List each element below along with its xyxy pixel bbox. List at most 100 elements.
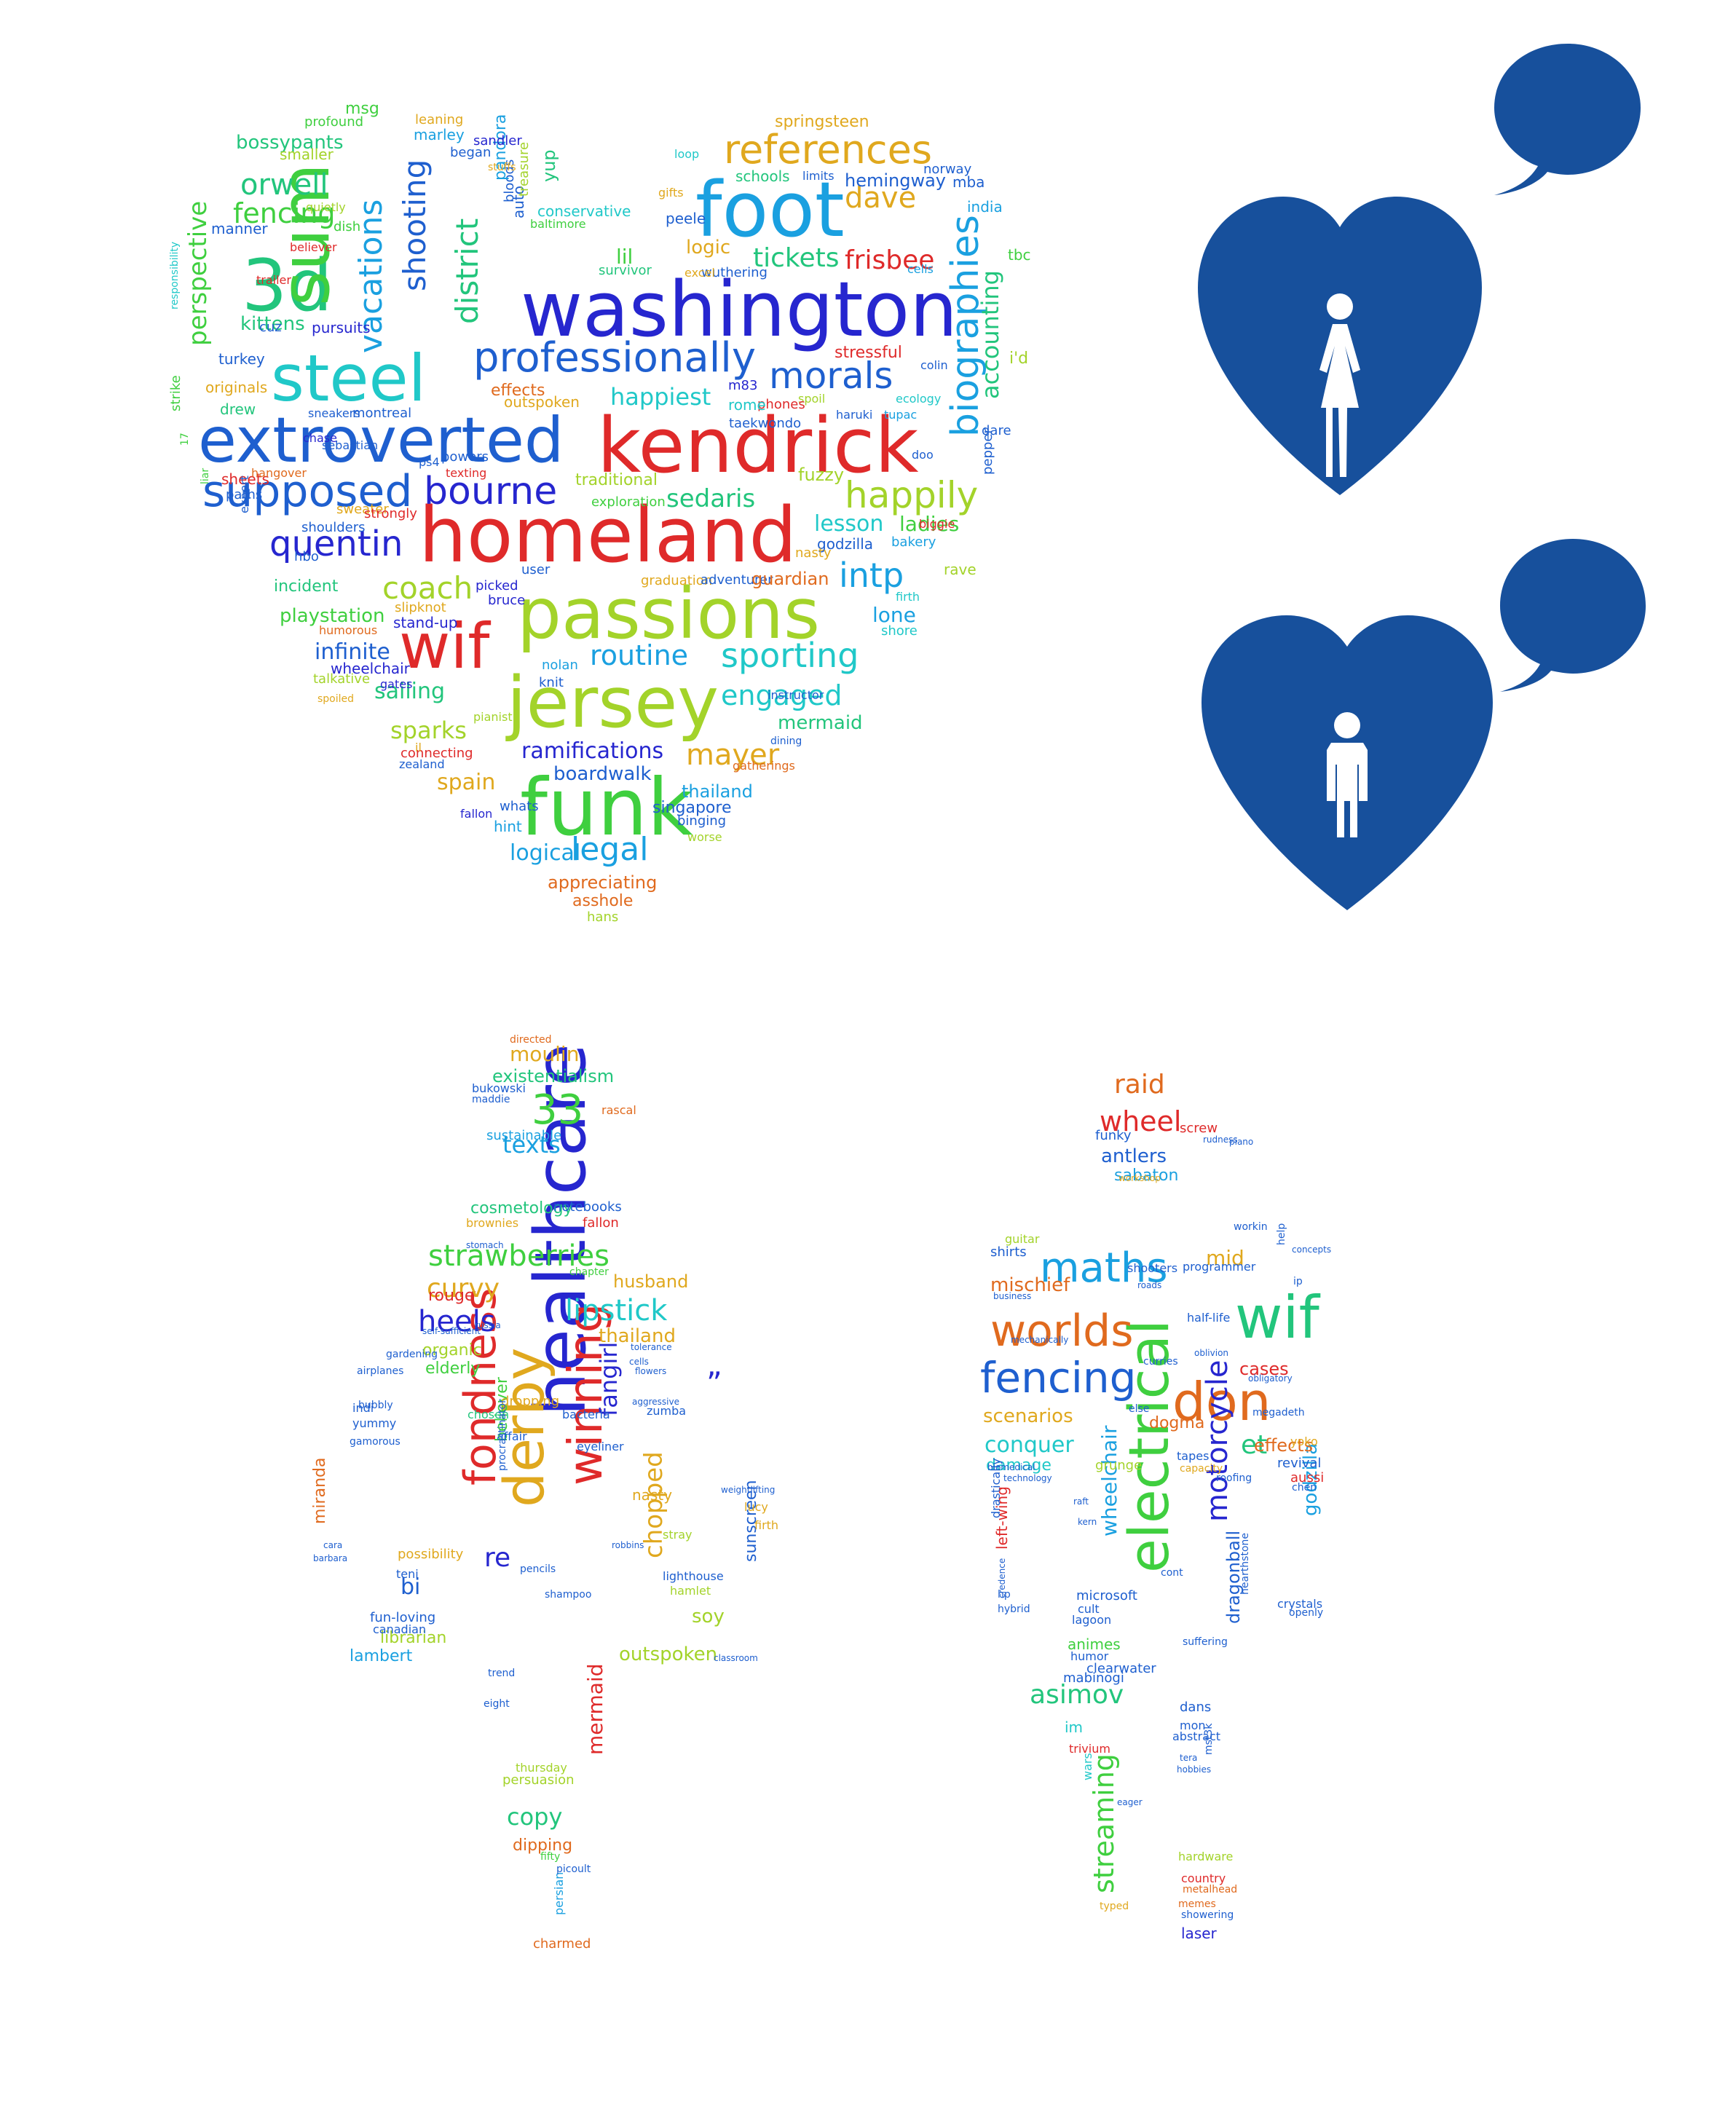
cloud-word: phones bbox=[757, 397, 805, 412]
cloud-word: sporting bbox=[721, 636, 859, 675]
cloud-word: logical bbox=[510, 840, 581, 866]
cloud-word: powers bbox=[441, 449, 489, 465]
cloud-word: spoiled bbox=[317, 693, 355, 705]
cloud-word: dans bbox=[1180, 1700, 1212, 1715]
cloud-word: trailer bbox=[256, 273, 291, 287]
heart-speech-male-icon bbox=[1202, 539, 1646, 910]
cloud-word: trend bbox=[488, 1668, 516, 1679]
cloud-word: gamorous bbox=[350, 1436, 401, 1448]
cloud-word: thailand bbox=[599, 1325, 676, 1347]
cloud-word: peele bbox=[666, 210, 706, 227]
cloud-word: megadeth bbox=[1252, 1407, 1305, 1419]
cloud-word: fallon bbox=[583, 1215, 619, 1231]
cloud-word: cult bbox=[1078, 1602, 1100, 1616]
cloud-word: dave bbox=[845, 181, 917, 215]
cloud-word: sedaris bbox=[666, 484, 756, 513]
cloud-word: quietly bbox=[306, 200, 346, 214]
cloud-word: cosmetology bbox=[470, 1199, 573, 1218]
cloud-word: firth bbox=[754, 1518, 779, 1532]
cloud-word: ladies bbox=[899, 512, 960, 536]
cloud-word: fallon bbox=[460, 807, 493, 821]
cloud-word: biggie bbox=[919, 517, 955, 531]
cloud-word: classroom bbox=[714, 1653, 758, 1663]
cloud-word: humor bbox=[1070, 1649, 1109, 1663]
cloud-word: profound bbox=[304, 114, 364, 130]
cloud-word: soy bbox=[692, 1606, 725, 1627]
cloud-word: limits bbox=[802, 169, 835, 183]
cloud-word: wheelchair bbox=[331, 660, 410, 677]
cloud-word: aussi bbox=[1290, 1470, 1325, 1485]
cloud-word: hans bbox=[587, 910, 619, 925]
cloud-word: ecology bbox=[896, 392, 942, 406]
cloud-word: crystals bbox=[1277, 1597, 1323, 1611]
cloud-word: exploration bbox=[591, 494, 666, 510]
cloud-word: chapter bbox=[569, 1266, 609, 1278]
cloud-word: nasty bbox=[795, 545, 832, 561]
cloud-word: fun-loving bbox=[370, 1610, 436, 1625]
cloud-word: workin bbox=[1234, 1221, 1268, 1233]
cloud-word: robbins bbox=[612, 1540, 644, 1550]
cloud-word: m83 bbox=[728, 378, 758, 393]
cloud-word: foot bbox=[695, 165, 845, 254]
cloud-word: shore bbox=[881, 623, 918, 639]
cloud-word: programmer bbox=[1183, 1260, 1256, 1274]
cloud-word: guardian bbox=[751, 569, 829, 589]
cloud-word: eight bbox=[484, 1698, 510, 1710]
cloud-word: picked bbox=[476, 578, 518, 593]
cloud-word: oblivion bbox=[1194, 1348, 1229, 1358]
cloud-word: eyeliner bbox=[577, 1440, 624, 1453]
cloud-word: don bbox=[1172, 1371, 1271, 1432]
cloud-word: colin bbox=[920, 358, 948, 372]
cloud-word: frisbee bbox=[845, 245, 935, 275]
cloud-word: mechanically bbox=[1011, 1335, 1069, 1345]
cloud-word: strawberries bbox=[428, 1239, 609, 1273]
cloud-word: boardwalk bbox=[553, 763, 652, 785]
cloud-word: fifty bbox=[540, 1851, 561, 1863]
cloud-word: microsoft bbox=[1076, 1588, 1137, 1603]
cloud-word: tapes bbox=[1177, 1449, 1210, 1463]
cloud-word: business bbox=[993, 1291, 1032, 1301]
cloud-word: rome bbox=[728, 396, 766, 414]
cloud-word: cont bbox=[1161, 1567, 1183, 1579]
cloud-word: hp bbox=[998, 1589, 1011, 1601]
cloud-word: instructor bbox=[768, 688, 824, 702]
cloud-word: pianist bbox=[473, 710, 513, 724]
cloud-word: librarian bbox=[380, 1629, 447, 1647]
cloud-word: hobbies bbox=[1177, 1764, 1212, 1775]
cloud-word: funky bbox=[1095, 1128, 1132, 1143]
cloud-word: cara bbox=[323, 1540, 343, 1550]
cloud-word: piano bbox=[1229, 1137, 1254, 1147]
cloud-word: began bbox=[450, 145, 492, 160]
cloud-word: half-life bbox=[1187, 1311, 1231, 1325]
cloud-word: texting bbox=[446, 466, 487, 480]
cloud-word: copy bbox=[507, 1803, 563, 1831]
cloud-word: taekwondo bbox=[729, 416, 802, 431]
cloud-word: maths bbox=[1040, 1244, 1168, 1292]
cloud-word: affair bbox=[497, 1429, 527, 1443]
cloud-word: funk bbox=[520, 762, 693, 853]
cloud-word: doo bbox=[912, 448, 934, 462]
cloud-word: hybrid bbox=[998, 1603, 1030, 1615]
cloud-word: user bbox=[521, 562, 551, 577]
cloud-word: asshole bbox=[572, 892, 634, 910]
cloud-word: curvy bbox=[427, 1274, 500, 1303]
cloud-word: raid bbox=[1114, 1070, 1165, 1100]
cloud-word: stressful bbox=[835, 344, 902, 362]
cloud-word: guitar bbox=[1005, 1232, 1040, 1246]
cloud-word: effects bbox=[1254, 1435, 1314, 1456]
cloud-word: canadian bbox=[373, 1622, 427, 1636]
cloud-word: roads bbox=[1137, 1280, 1162, 1290]
cloud-word: loop bbox=[674, 147, 700, 161]
cloud-word: barbara bbox=[313, 1553, 348, 1563]
cloud-word: infinite bbox=[315, 639, 390, 665]
cloud-word: dropping bbox=[501, 1394, 560, 1409]
cloud-word: gatherings bbox=[733, 759, 795, 773]
cloud-word: godzilla bbox=[817, 535, 874, 553]
cloud-word: dare bbox=[982, 423, 1011, 438]
cloud-word: wheel bbox=[1100, 1105, 1182, 1137]
cloud-word: yummy bbox=[352, 1416, 397, 1430]
cloud-word: firth bbox=[896, 590, 920, 604]
cloud-word: happiest bbox=[610, 383, 711, 411]
